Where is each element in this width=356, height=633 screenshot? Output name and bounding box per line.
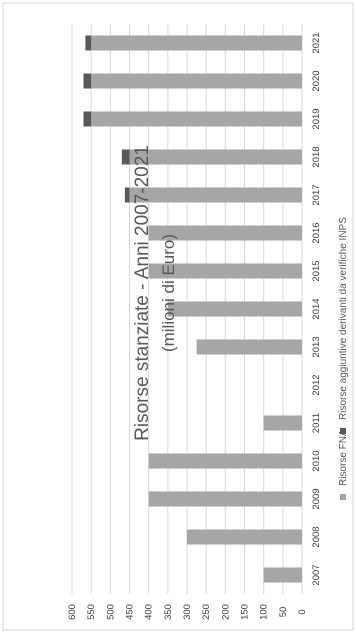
value-tick-550: 550 <box>86 604 97 620</box>
value-tick-100: 100 <box>259 604 270 620</box>
category-axis-ticks: 2007 2008 2009 2010 2011 2012 2013 2014 2015 2016… <box>311 32 322 585</box>
value-tick-450: 450 <box>125 604 136 620</box>
category-tick-2009: 2009 <box>311 488 322 509</box>
bar-2008-series-0 <box>187 529 302 545</box>
category-tick-2011: 2011 <box>311 413 322 433</box>
bar-2017-series-0 <box>129 187 302 203</box>
category-tick-2015: 2015 <box>311 260 322 281</box>
category-tick-2019: 2019 <box>311 108 322 129</box>
bar-2017-series-1 <box>124 187 130 203</box>
value-axis-ticks: 0 50 100 150 200 250 300 350 400 450 500 550 600 <box>67 604 308 620</box>
category-tick-2008: 2008 <box>311 526 322 547</box>
bar-2015-series-0 <box>148 263 302 279</box>
bar-2019-series-0 <box>91 111 303 127</box>
value-tick-200: 200 <box>220 604 231 620</box>
value-tick-150: 150 <box>240 604 251 620</box>
category-tick-2012: 2012 <box>311 374 322 395</box>
value-tick-0: 0 <box>297 609 308 614</box>
legend-label-risorse-aggiuntive: Risorse aggiuntive derivanti da verifich… <box>338 217 349 420</box>
legend-label-risorse-fna: Risorse FNA <box>338 429 349 486</box>
bar-2007-series-0 <box>263 567 302 583</box>
bar-2018-series-1 <box>121 149 130 165</box>
bar-2021-series-1 <box>85 35 92 51</box>
category-tick-2017: 2017 <box>311 184 322 205</box>
value-tick-500: 500 <box>105 604 116 620</box>
category-tick-2021: 2021 <box>311 32 322 53</box>
category-tick-2010: 2010 <box>311 450 322 471</box>
bar-2011-series-0 <box>263 415 302 431</box>
bar-2016-series-0 <box>148 225 302 241</box>
chart-title: Risorse stanziate - Anni 2007-2021 <box>132 145 153 441</box>
chart-subtitle: (milioni di Euro) <box>159 234 178 352</box>
value-tick-300: 300 <box>182 604 193 620</box>
category-tick-2016: 2016 <box>311 222 322 243</box>
value-tick-50: 50 <box>278 607 289 618</box>
bar-2018-series-0 <box>129 149 302 165</box>
bar-2019-series-1 <box>83 111 92 127</box>
bar-2020-series-0 <box>91 73 303 89</box>
bar-2009-series-0 <box>148 491 302 507</box>
bar-2021-series-0 <box>91 35 303 51</box>
category-tick-2020: 2020 <box>311 70 322 91</box>
value-tick-400: 400 <box>144 604 155 620</box>
bar-2010-series-0 <box>148 453 302 469</box>
category-tick-2007: 2007 <box>311 564 322 585</box>
category-tick-2018: 2018 <box>311 146 322 167</box>
legend-swatch-risorse-aggiuntive <box>340 428 346 434</box>
legend: Risorse FNA Risorse aggiuntive derivanti… <box>338 217 349 500</box>
bar-2014-series-0 <box>167 301 302 317</box>
legend-swatch-risorse-fna <box>340 494 346 500</box>
value-tick-350: 350 <box>163 604 174 620</box>
bars <box>83 35 303 583</box>
bar-2013-series-0 <box>196 339 302 355</box>
category-tick-2014: 2014 <box>311 298 322 319</box>
value-tick-250: 250 <box>201 604 212 620</box>
value-tick-600: 600 <box>67 604 78 620</box>
bar-2020-series-1 <box>83 73 92 89</box>
category-tick-2013: 2013 <box>311 336 322 357</box>
